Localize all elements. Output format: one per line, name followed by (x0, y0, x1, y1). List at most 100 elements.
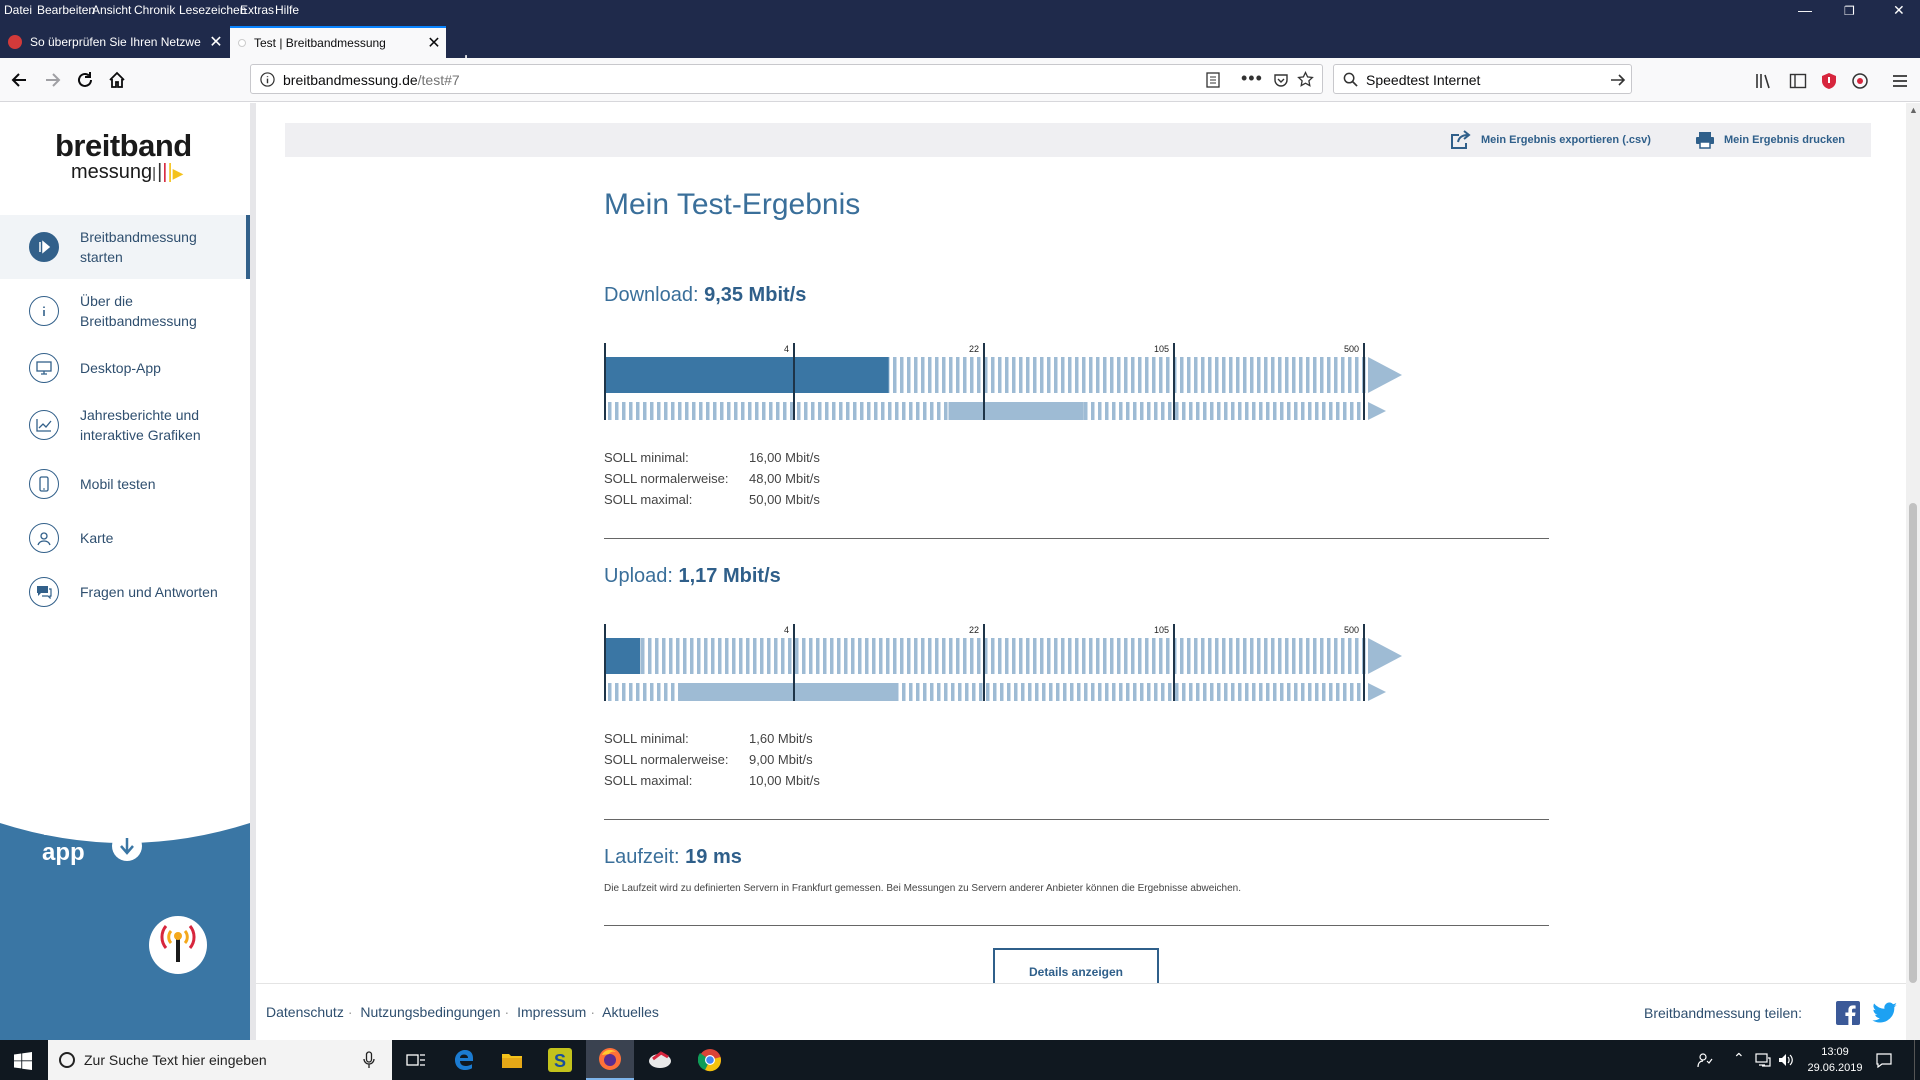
page-scrollbar[interactable]: ▲ (1906, 103, 1920, 1040)
network-icon[interactable] (1755, 1053, 1771, 1067)
scroll-up-icon[interactable]: ▲ (1909, 105, 1918, 115)
people-icon[interactable] (1697, 1052, 1713, 1068)
menu-hilfe[interactable]: Hilfe (275, 3, 300, 17)
back-button[interactable] (6, 66, 34, 94)
site-logo[interactable]: breitband messung||||▶ (55, 129, 215, 189)
scale-hatch (1124, 638, 1128, 674)
search-bar[interactable]: Speedtest Internet (1333, 64, 1632, 94)
measured-bar (604, 638, 641, 674)
gauge-arrow (1368, 357, 1402, 393)
scale-hatch (804, 402, 808, 420)
footer-link-datenschutz[interactable]: Datenschutz (266, 1004, 344, 1020)
sidebar-item-about[interactable]: Über die Breitbandmessung (0, 279, 250, 343)
shield-extension-icon[interactable] (1820, 72, 1838, 90)
scale-hatch (944, 683, 948, 701)
scale-hatch (1287, 683, 1291, 701)
scale-hatch (1126, 402, 1130, 420)
bookmark-star-icon[interactable] (1297, 71, 1314, 88)
minimize-icon[interactable]: — (1798, 2, 1812, 18)
volume-icon[interactable] (1778, 1052, 1794, 1068)
url-bar[interactable]: breitbandmessung.de/test#7 ••• (250, 64, 1323, 94)
export-icon[interactable] (1450, 130, 1472, 150)
menu-bearbeiten[interactable]: Bearbeiten (37, 3, 96, 17)
task-view-button[interactable] (392, 1040, 440, 1080)
menu-extras[interactable]: Extras (240, 3, 275, 17)
scroll-thumb[interactable] (1909, 503, 1917, 983)
notifications-icon[interactable] (1876, 1052, 1892, 1068)
scale-hatch (1250, 638, 1254, 674)
scale-hatch (1208, 357, 1212, 393)
details-button[interactable]: Details anzeigen (993, 948, 1159, 983)
sidebar-item-start[interactable]: Breitbandmessung starten (0, 215, 250, 279)
sidebar-toggle-icon[interactable] (1789, 72, 1807, 90)
search-input[interactable]: Speedtest Internet (1366, 72, 1481, 88)
taskbar-chrome[interactable] (686, 1040, 734, 1080)
sidebar-item-mobile[interactable]: Mobil testen (0, 457, 250, 511)
chart-icon (29, 410, 59, 440)
facebook-icon[interactable] (1836, 1001, 1860, 1025)
reload-button[interactable] (71, 66, 99, 94)
tab-close-icon[interactable]: ✕ (209, 34, 223, 51)
scale-hatch (1301, 683, 1305, 701)
tab-close-icon[interactable]: ✕ (427, 35, 441, 52)
export-csv-link[interactable]: Mein Ergebnis exportieren (.csv) (1481, 134, 1651, 146)
tab-netzwerk[interactable]: So überprüfen Sie Ihren Netzwe ✕ (0, 26, 228, 58)
microphone-icon[interactable] (363, 1051, 375, 1069)
taskbar-app-s[interactable]: S (536, 1040, 584, 1080)
scroll-down-button[interactable] (110, 829, 144, 863)
tab-breitbandmessung[interactable]: Test | Breitbandmessung ✕ (230, 26, 446, 58)
menu-datei[interactable]: Datei (4, 3, 33, 17)
footer-link-aktuelles[interactable]: Aktuelles (602, 1004, 659, 1020)
info-icon[interactable] (260, 72, 275, 87)
scale-hatch (636, 683, 640, 701)
taskbar-firefox[interactable] (586, 1040, 634, 1080)
sidebar-item-faq[interactable]: Fragen und Antworten (0, 565, 250, 619)
library-icon[interactable] (1755, 72, 1773, 90)
print-icon[interactable] (1695, 131, 1715, 149)
clock-date: 29.06.2019 (1807, 1062, 1863, 1074)
sidebar-item-desktop-app[interactable]: Desktop-App (0, 343, 250, 393)
print-link[interactable]: Mein Ergebnis drucken (1724, 134, 1846, 146)
pocket-icon[interactable] (1273, 72, 1289, 88)
menu-lesezeichen[interactable]: Lesezeichen (179, 3, 247, 17)
funkloch-app-label[interactable]: funkloch- app (42, 814, 150, 866)
gauge-tick (1363, 343, 1365, 420)
footer-link-nutzungsbedingungen[interactable]: Nutzungsbedingungen (360, 1004, 501, 1020)
scale-hatch (615, 683, 619, 701)
scale-hatch (1154, 683, 1158, 701)
taskbar-clock[interactable]: 13:09 29.06.2019 (1805, 1044, 1865, 1076)
scale-hatch (1103, 638, 1107, 674)
sidebar-item-map[interactable]: Karte (0, 511, 250, 565)
page-actions-icon[interactable]: ••• (1241, 68, 1263, 88)
sidebar-item-reports[interactable]: Jahresberichte und interaktive Grafiken (0, 393, 250, 457)
scale-hatch (1026, 638, 1030, 674)
search-go-arrow-icon[interactable] (1610, 72, 1626, 88)
scale-hatch (1138, 638, 1142, 674)
footer-link-impressum[interactable]: Impressum (517, 1004, 587, 1020)
funkloch-app-banner[interactable] (0, 823, 250, 1040)
scale-hatch (678, 402, 682, 420)
taskbar-search[interactable]: Zur Suche Text hier eingeben (48, 1040, 392, 1080)
gauge-tick-label: 4 (784, 344, 789, 354)
reader-view-icon[interactable] (1206, 72, 1220, 88)
menu-chronik[interactable]: Chronik (134, 3, 176, 17)
scale-hatch (1182, 402, 1186, 420)
forward-button[interactable] (38, 66, 66, 94)
menu-ansicht[interactable]: Ansicht (92, 3, 132, 17)
twitter-icon[interactable] (1872, 1002, 1898, 1024)
restore-icon[interactable]: ❐ (1844, 4, 1855, 18)
scale-hatch (1336, 402, 1340, 420)
windows-start-icon[interactable] (14, 1052, 32, 1070)
close-window-icon[interactable]: ✕ (1893, 2, 1905, 18)
home-button[interactable] (103, 66, 131, 94)
scale-hatch (844, 638, 848, 674)
taskbar-explorer[interactable] (488, 1040, 536, 1080)
taskbar-app-cloud[interactable] (636, 1040, 684, 1080)
hamburger-menu-icon[interactable] (1891, 72, 1909, 90)
taskbar-edge[interactable] (440, 1040, 488, 1080)
tray-overflow-icon[interactable]: ⌃ (1733, 1050, 1745, 1066)
scale-hatch (1299, 357, 1303, 393)
extension-icon[interactable] (1851, 72, 1869, 90)
show-desktop-button[interactable] (1914, 1040, 1920, 1080)
divider (604, 819, 1549, 820)
